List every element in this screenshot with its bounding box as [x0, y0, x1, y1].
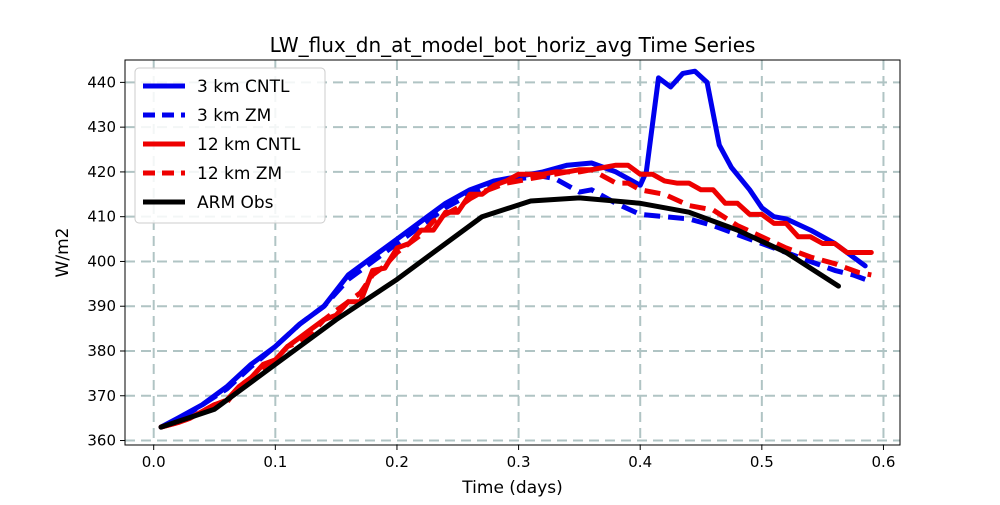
legend-label: 12 km CNTL	[197, 135, 301, 155]
x-tick-label: 0.3	[507, 453, 531, 471]
y-tick-label: 420	[87, 163, 116, 181]
legend-label: 3 km CNTL	[197, 77, 290, 97]
axis-ticks: 0.0 0.1 0.2 0.3 0.4 0.5 0.6 360 370 380 390 400 410 4…	[87, 73, 895, 471]
x-tick-label: 0.6	[872, 453, 896, 471]
y-tick-label: 390	[87, 297, 116, 315]
y-axis-label: W/m2	[53, 228, 73, 278]
y-tick-label: 430	[87, 118, 116, 136]
series-line-4	[158, 195, 841, 430]
x-tick-label: 0.5	[750, 453, 774, 471]
y-tick-label: 440	[87, 73, 116, 91]
plot-frame	[124, 59, 901, 446]
y-tick-label: 370	[87, 387, 116, 405]
legend-label: ARM Obs	[197, 193, 274, 213]
y-tick-label: 380	[87, 342, 116, 360]
y-tick-label: 400	[87, 252, 116, 270]
series-lines	[158, 68, 874, 430]
x-tick-label: 0.2	[385, 453, 409, 471]
x-tick-label: 0.0	[142, 453, 166, 471]
x-axis-label: Time (days)	[461, 478, 562, 498]
legend: 3 km CNTL 3 km ZM 12 km CNTL 12 km ZM ARM Ob…	[134, 67, 326, 224]
y-tick-label: 360	[87, 432, 116, 450]
x-tick-label: 0.4	[628, 453, 652, 471]
legend-label: 12 km ZM	[197, 164, 282, 184]
x-tick-label: 0.1	[263, 453, 287, 471]
chart-title: LW_flux_dn_at_model_bot_horiz_avg Time S…	[270, 33, 756, 57]
legend-box	[134, 67, 326, 224]
series-line-3	[160, 167, 872, 430]
legend-label: 3 km ZM	[197, 106, 271, 126]
series-line-2	[158, 162, 874, 430]
y-tick-label: 410	[87, 208, 116, 226]
